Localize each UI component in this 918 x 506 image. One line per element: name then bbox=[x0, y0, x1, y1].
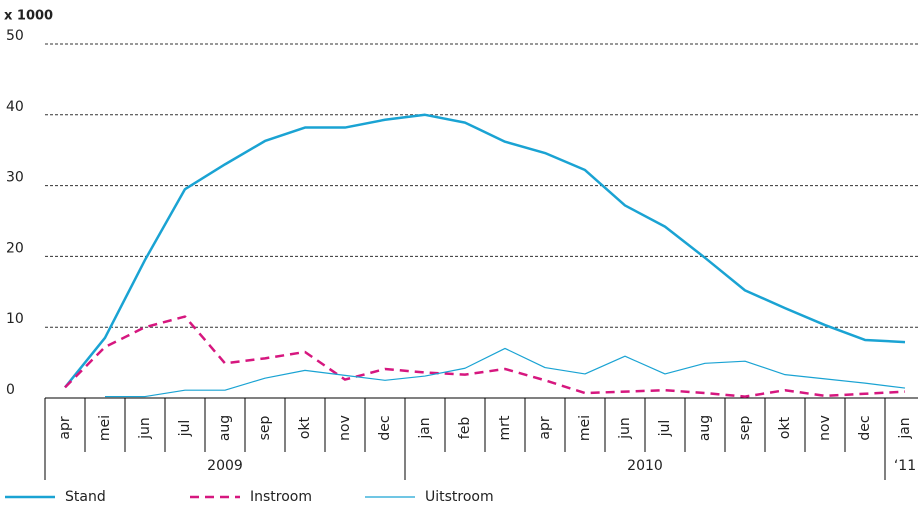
series-line bbox=[64, 315, 906, 398]
x-tick-label: jul bbox=[177, 420, 193, 438]
x-group-label: 2010 bbox=[627, 458, 663, 474]
x-tick-label: mei bbox=[577, 415, 593, 441]
x-tick-label: jan bbox=[417, 417, 433, 439]
y-tick-label: 40 bbox=[6, 99, 24, 115]
x-tick-label: nov bbox=[337, 415, 353, 441]
series-line bbox=[64, 113, 906, 389]
legend-label: Uitstroom bbox=[425, 489, 494, 505]
x-tick-label: feb bbox=[457, 417, 473, 440]
x-tick-label: okt bbox=[297, 416, 313, 439]
x-tick-label: apr bbox=[537, 416, 553, 439]
y-tick-label: 30 bbox=[6, 170, 24, 186]
x-tick-label: jun bbox=[137, 417, 153, 440]
legend-label: Stand bbox=[65, 489, 106, 505]
x-tick-label: sep bbox=[737, 415, 753, 440]
x-tick-label: jan bbox=[897, 417, 913, 439]
x-group-label: 2009 bbox=[207, 458, 243, 474]
y-tick-label: 20 bbox=[6, 240, 24, 256]
x-tick-label: jun bbox=[617, 417, 633, 440]
x-tick-label: nov bbox=[817, 415, 833, 441]
x-tick-label: dec bbox=[857, 415, 873, 440]
x-tick-label: mrt bbox=[497, 415, 513, 440]
series-line bbox=[105, 347, 906, 398]
x-group-label: ‘11 bbox=[894, 458, 916, 474]
x-tick-label: aug bbox=[697, 415, 713, 441]
y-axis-label: x 1000 bbox=[4, 9, 53, 24]
x-tick-label: apr bbox=[57, 416, 73, 439]
x-tick-label: sep bbox=[257, 415, 273, 440]
y-tick-label: 10 bbox=[6, 311, 24, 327]
x-tick-label: dec bbox=[377, 415, 393, 440]
x-tick-label: okt bbox=[777, 416, 793, 439]
x-tick-label: aug bbox=[217, 415, 233, 441]
legend-label: Instroom bbox=[250, 489, 312, 505]
x-tick-label: jul bbox=[657, 420, 673, 438]
x-tick-label: mei bbox=[97, 415, 113, 441]
y-tick-label: 0 bbox=[6, 382, 15, 398]
y-tick-label: 50 bbox=[6, 28, 24, 44]
